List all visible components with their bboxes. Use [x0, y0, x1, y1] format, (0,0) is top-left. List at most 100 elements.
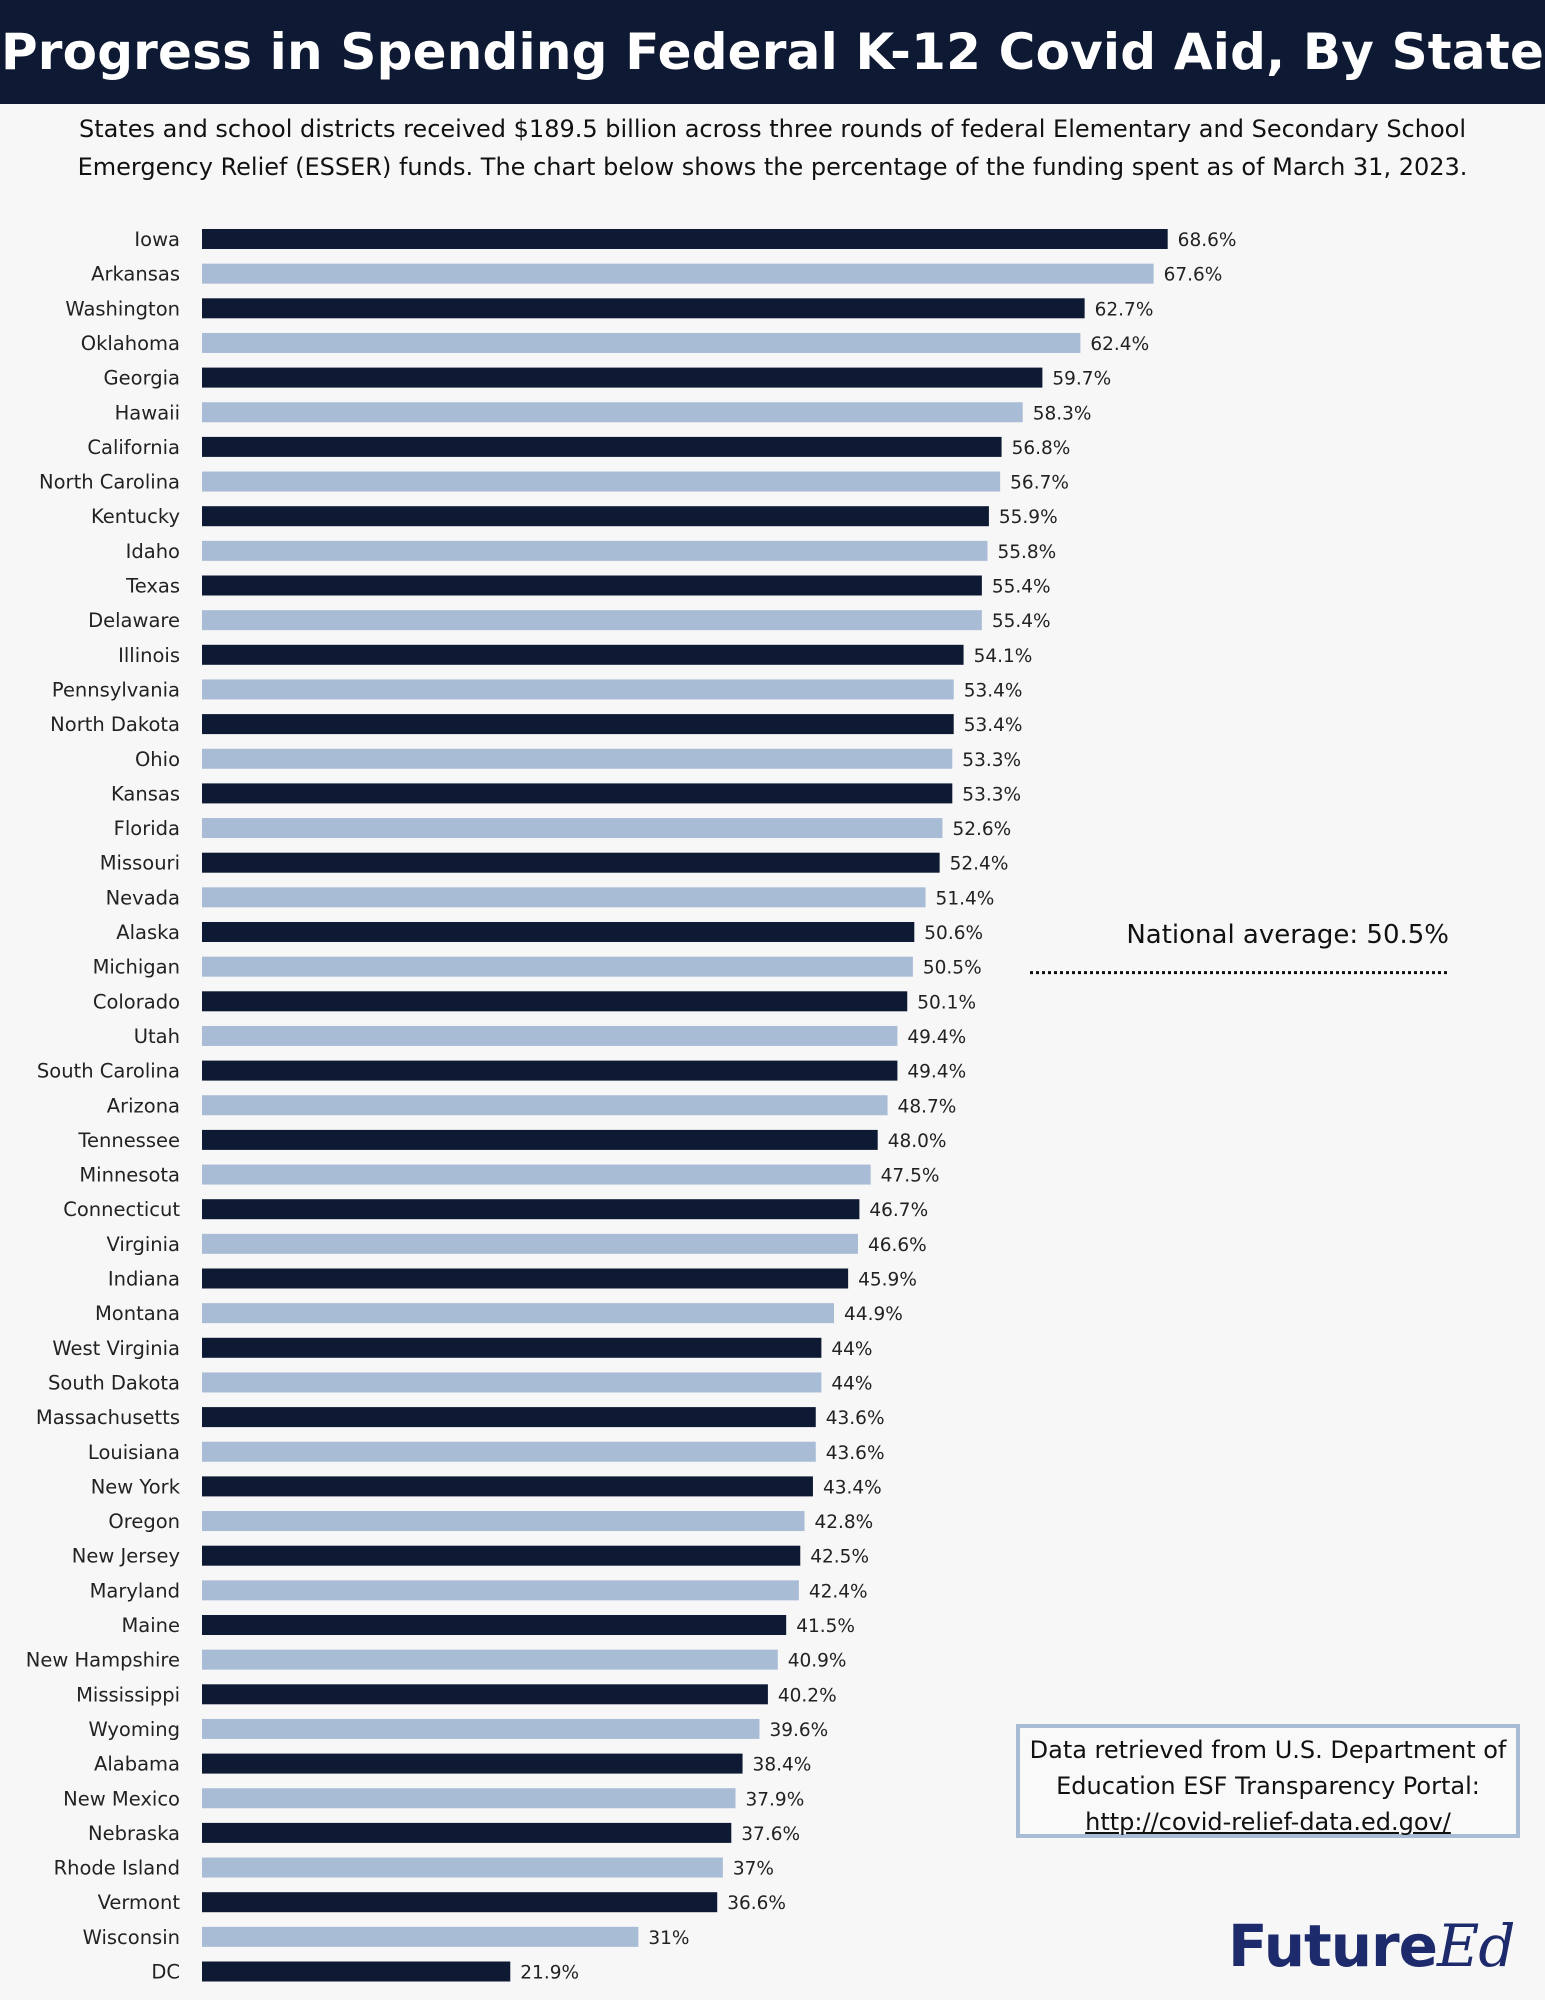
bar	[202, 1303, 835, 1324]
bar	[202, 1511, 805, 1532]
category-label: Georgia	[104, 367, 180, 390]
data-label: 46.7%	[869, 1200, 928, 1221]
data-label: 52.6%	[952, 819, 1011, 840]
data-label: 37.9%	[746, 1789, 805, 1810]
category-label: Arizona	[107, 1094, 180, 1117]
bar	[202, 818, 943, 839]
category-label: West Virginia	[52, 1337, 180, 1360]
category-label: Kansas	[111, 782, 180, 805]
bar	[202, 540, 988, 561]
source-box: Data retrieved from U.S. Department of E…	[1016, 1724, 1520, 1838]
bar	[202, 436, 1002, 457]
data-label: 53.4%	[964, 715, 1023, 736]
data-label: 56.7%	[1010, 473, 1069, 494]
category-label: Arkansas	[91, 263, 180, 286]
category-label: Idaho	[126, 540, 180, 563]
bar	[202, 575, 982, 596]
category-label: Michigan	[93, 956, 180, 979]
category-label: DC	[151, 1961, 180, 1984]
bar	[202, 783, 953, 804]
data-label: 42.4%	[809, 1581, 868, 1602]
category-label: Nevada	[106, 886, 180, 909]
category-label: Mississippi	[76, 1683, 180, 1706]
data-label: 21.9%	[520, 1963, 579, 1984]
data-label: 40.9%	[788, 1651, 847, 1672]
bar	[202, 1822, 732, 1843]
category-label: Louisiana	[88, 1441, 180, 1464]
category-label: Ohio	[135, 748, 180, 771]
bar	[202, 506, 989, 527]
bar	[202, 991, 908, 1012]
category-label: Alaska	[116, 921, 180, 944]
data-label: 50.5%	[923, 958, 982, 979]
bar	[202, 1753, 743, 1774]
data-label: 55.8%	[997, 542, 1056, 563]
category-label: Utah	[134, 1025, 180, 1048]
category-label: Washington	[65, 297, 180, 320]
data-label: 50.1%	[917, 992, 976, 1013]
category-label: Virginia	[106, 1233, 180, 1256]
source-link[interactable]: http://covid-relief-data.ed.gov/	[1085, 1808, 1451, 1836]
category-label: Minnesota	[79, 1164, 180, 1187]
category-label: Missouri	[100, 852, 180, 875]
bar	[202, 1684, 768, 1705]
bar	[202, 1961, 511, 1982]
category-label: Connecticut	[63, 1198, 180, 1221]
data-label: 58.3%	[1033, 403, 1092, 424]
bar	[202, 263, 1154, 284]
data-label: 43.4%	[823, 1477, 882, 1498]
data-label: 50.6%	[924, 923, 983, 944]
futureed-logo: FutureEd	[1228, 1912, 1515, 1980]
data-label: 36.6%	[727, 1893, 786, 1914]
category-label: Nebraska	[88, 1822, 180, 1845]
national-average-label: National average: 50.5%	[1126, 920, 1449, 950]
data-label: 53.3%	[962, 784, 1021, 805]
bar	[202, 610, 982, 631]
bar	[202, 1718, 760, 1739]
bar	[202, 471, 1001, 492]
category-label: South Carolina	[37, 1060, 180, 1083]
category-label: Alabama	[94, 1753, 180, 1776]
data-label: 38.4%	[753, 1755, 812, 1776]
data-label: 52.4%	[950, 854, 1009, 875]
data-label: 68.6%	[1178, 230, 1237, 251]
data-label: 55.4%	[992, 611, 1051, 632]
category-label: North Dakota	[50, 713, 180, 736]
category-label: Hawaii	[115, 401, 180, 424]
category-label: California	[87, 436, 180, 459]
data-label: 43.6%	[826, 1408, 885, 1429]
category-label: Pennsylvania	[52, 678, 180, 701]
data-label: 46.6%	[868, 1235, 927, 1256]
bar	[202, 1025, 898, 1046]
bar	[202, 1199, 860, 1220]
category-label: Iowa	[134, 228, 180, 251]
category-label: Illinois	[118, 644, 180, 667]
bar	[202, 298, 1085, 319]
data-label: 48.7%	[898, 1096, 957, 1117]
bar	[202, 229, 1168, 249]
bar	[202, 1857, 723, 1878]
data-label: 31%	[648, 1928, 689, 1949]
bar	[202, 1926, 639, 1947]
category-label: Colorado	[93, 990, 180, 1013]
bar	[202, 1788, 736, 1809]
bar	[202, 748, 953, 769]
data-label: 44%	[831, 1373, 872, 1394]
bar	[202, 714, 954, 735]
bar	[202, 1268, 849, 1289]
bar	[202, 1233, 858, 1254]
bar	[202, 1476, 813, 1497]
category-label: Vermont	[98, 1891, 181, 1914]
category-label: Tennessee	[77, 1129, 180, 1152]
data-label: 53.3%	[962, 750, 1021, 771]
header-banner: Progress in Spending Federal K-12 Covid …	[0, 0, 1545, 104]
bar	[202, 1337, 822, 1358]
category-label: North Carolina	[39, 471, 180, 494]
category-label: Rhode Island	[54, 1857, 180, 1880]
bar	[202, 1649, 778, 1670]
category-label: New Hampshire	[26, 1649, 180, 1672]
data-label: 43.6%	[826, 1443, 885, 1464]
bar	[202, 367, 1043, 388]
category-label: Maine	[121, 1614, 180, 1637]
data-label: 67.6%	[1164, 265, 1223, 286]
